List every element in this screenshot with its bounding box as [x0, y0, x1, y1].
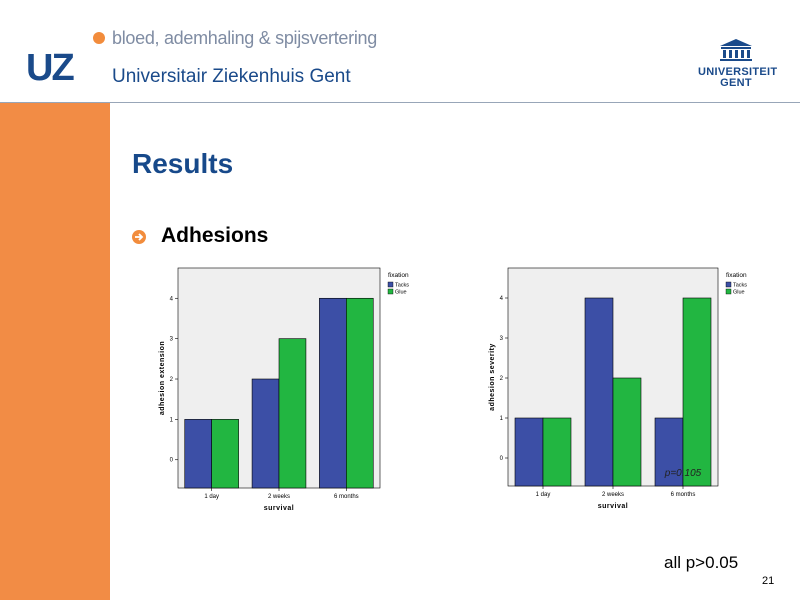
y-tick-label: 0 [170, 458, 174, 464]
legend-swatch-tacks [725, 281, 732, 288]
slide-header: UZ bloed, ademhaling & spijsvertering Un… [0, 0, 800, 103]
ghent-university-logo: UNIVERSITEIT GENT [698, 38, 778, 89]
x-tick-label: 2 weeks [268, 494, 290, 500]
adhesion-extension-chart: 0 1 2 3 4 1 day 2 weeks 6 months survival adhesio… [159, 267, 409, 512]
y-tick-label: 1 [500, 416, 504, 422]
bar-tacks-2-weeks [584, 297, 614, 487]
svg-text:UZ: UZ [26, 50, 74, 82]
legend-label-glue: Glue [395, 290, 407, 296]
header-divider [0, 102, 800, 103]
legend-label-glue: Glue [733, 290, 745, 296]
y-tick-label: 3 [170, 337, 174, 343]
university-name-line2: GENT [720, 77, 752, 89]
y-tick-label: 2 [500, 376, 504, 382]
y-tick-label: 2 [170, 377, 174, 383]
x-axis-label: survival [598, 503, 628, 510]
significance-note: all p>0.05 [664, 553, 739, 572]
legend-swatch-glue [725, 288, 732, 295]
p-value-annotation: p=0.105 [664, 468, 702, 479]
bar-tacks-6-months [654, 417, 684, 487]
bar-tacks-2-weeks [251, 378, 280, 489]
legend-swatch-glue [387, 288, 394, 295]
sidebar-accent [0, 103, 110, 600]
legend-title: fixation [388, 272, 409, 279]
bar-glue-1-day [211, 419, 239, 489]
bullet-arrow-icon [132, 230, 146, 244]
legend-label-tacks: Tacks [733, 283, 747, 289]
university-name-line1: UNIVERSITEIT [698, 66, 778, 78]
slide-title: Results [132, 148, 234, 179]
bar-glue-6-months [346, 297, 374, 489]
bar-tacks-1-day [514, 417, 544, 487]
bar-tacks-1-day [184, 419, 212, 489]
y-axis-label: adhesion severity [489, 343, 496, 411]
legend-title: fixation [726, 272, 747, 279]
bar-tacks-6-months [319, 297, 347, 489]
bullet-adhesions: Adhesions [161, 224, 269, 247]
bar-glue-1-day [542, 417, 572, 487]
legend-swatch-tacks [387, 281, 394, 288]
x-tick-label: 1 day [536, 492, 551, 498]
y-tick-label: 4 [170, 296, 174, 302]
bar-glue-6-months [682, 297, 712, 487]
x-tick-label: 6 months [671, 492, 696, 498]
y-tick-label: 3 [500, 336, 504, 342]
university-building-icon [720, 39, 752, 61]
hospital-name: Universitair Ziekenhuis Gent [112, 66, 351, 87]
y-tick-label: 1 [170, 417, 174, 423]
bar-glue-2-weeks [612, 377, 642, 487]
adhesion-severity-chart: 0 1 2 3 4 1 day 2 weeks 6 months survival adhesio… [489, 267, 747, 510]
legend-label-tacks: Tacks [395, 283, 409, 289]
y-tick-label: 4 [500, 296, 504, 302]
department-name: bloed, ademhaling & spijsvertering [112, 28, 377, 48]
bar-glue-2-weeks [278, 338, 307, 489]
uz-logo: UZ [26, 50, 76, 82]
x-tick-label: 2 weeks [602, 492, 624, 498]
y-axis-label: adhesion extension [159, 341, 166, 415]
y-tick-label: 0 [500, 456, 504, 462]
page-number: 21 [762, 575, 775, 587]
x-axis-label: survival [264, 505, 294, 512]
x-tick-label: 6 months [334, 494, 359, 500]
x-tick-label: 1 day [204, 494, 219, 500]
department-dot-icon [93, 32, 105, 44]
